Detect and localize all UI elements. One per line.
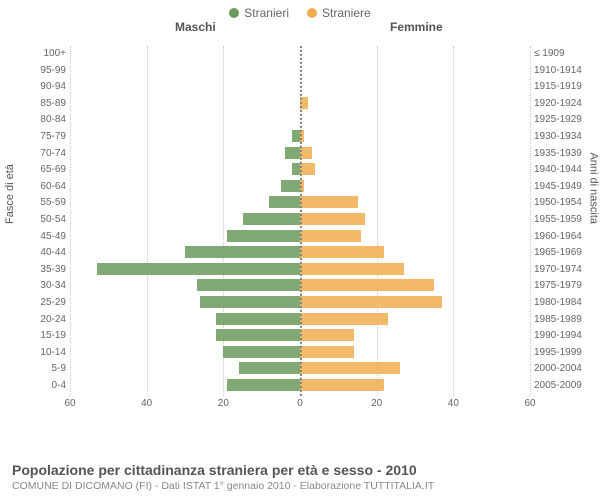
x-axis-labels: 6040200204060 [70, 398, 530, 414]
y-axis-right-labels: ≤ 1909 1910-1914 1915-1919 1920-1924 1925-19… [534, 46, 596, 396]
y-axis-left-labels: 100+ 95-99 90-94 85-89 80-84 75-79 70-74 65-69 6… [0, 46, 66, 396]
x-tick-label: 60 [524, 398, 535, 409]
age-label: 55-59 [0, 197, 66, 209]
chart-container: Stranieri Straniere Maschi Femmine Fasce… [0, 0, 600, 500]
birth-year-label: 1990-1994 [534, 330, 596, 342]
age-label: 70-74 [0, 148, 66, 160]
birth-year-label: 1925-1929 [534, 114, 596, 126]
birth-year-label: 1950-1954 [534, 197, 596, 209]
age-label: 35-39 [0, 264, 66, 276]
age-label: 45-49 [0, 231, 66, 243]
age-label: 75-79 [0, 131, 66, 143]
birth-year-label: 1970-1974 [534, 264, 596, 276]
age-label: 60-64 [0, 181, 66, 193]
age-label: 0-4 [0, 380, 66, 392]
bar-female [300, 263, 404, 275]
birth-year-label: 1985-1989 [534, 314, 596, 326]
legend: Stranieri Straniere [0, 0, 600, 20]
birth-year-label: 1960-1964 [534, 231, 596, 243]
age-label: 30-34 [0, 280, 66, 292]
bar-female [300, 296, 442, 308]
birth-year-label: 1995-1999 [534, 347, 596, 359]
age-label: 50-54 [0, 214, 66, 226]
plot-area [70, 46, 530, 396]
chart-footer: Popolazione per cittadinanza straniera p… [12, 462, 588, 492]
bar-female [300, 196, 358, 208]
bar-female [300, 329, 354, 341]
bar-male [227, 230, 300, 242]
bar-male [285, 147, 300, 159]
legend-item-female: Straniere [307, 6, 371, 20]
legend-swatch-female [307, 8, 317, 18]
birth-year-label: 2000-2004 [534, 363, 596, 375]
bar-female [300, 246, 384, 258]
age-label: 25-29 [0, 297, 66, 309]
bar-male [216, 329, 300, 341]
birth-year-label: 1965-1969 [534, 247, 596, 259]
chart-area: Fasce di età Anni di nascita 100+95-9990… [0, 38, 600, 438]
bar-female [300, 362, 400, 374]
bar-male [216, 313, 300, 325]
bar-male [223, 346, 300, 358]
bar-female [300, 313, 388, 325]
x-tick-label: 20 [371, 398, 382, 409]
age-label: 90-94 [0, 81, 66, 93]
age-label: 95-99 [0, 65, 66, 77]
age-label: 80-84 [0, 114, 66, 126]
birth-year-label: 1945-1949 [534, 181, 596, 193]
birth-year-label: 2005-2009 [534, 380, 596, 392]
bar-male [227, 379, 300, 391]
x-tick-label: 40 [448, 398, 459, 409]
bar-female [300, 230, 361, 242]
age-label: 20-24 [0, 314, 66, 326]
bar-male [97, 263, 300, 275]
age-label: 15-19 [0, 330, 66, 342]
bar-female [300, 346, 354, 358]
age-label: 40-44 [0, 247, 66, 259]
x-tick-label: 40 [141, 398, 152, 409]
birth-year-label: 1955-1959 [534, 214, 596, 226]
birth-year-label: ≤ 1909 [534, 48, 596, 60]
age-label: 5-9 [0, 363, 66, 375]
age-label: 10-14 [0, 347, 66, 359]
x-tick-label: 60 [64, 398, 75, 409]
bar-female [300, 163, 315, 175]
column-header-male: Maschi [175, 20, 216, 34]
age-label: 65-69 [0, 164, 66, 176]
legend-label-female: Straniere [322, 6, 371, 20]
birth-year-label: 1930-1934 [534, 131, 596, 143]
bar-male [197, 279, 301, 291]
bar-male [200, 296, 300, 308]
bar-male [269, 196, 300, 208]
bar-female [300, 279, 434, 291]
birth-year-label: 1910-1914 [534, 65, 596, 77]
gridline [530, 46, 531, 396]
column-headers: Maschi Femmine [0, 20, 600, 38]
birth-year-label: 1940-1944 [534, 164, 596, 176]
chart-subtitle: COMUNE DI DICOMANO (FI) - Dati ISTAT 1° … [12, 480, 588, 492]
bar-male [292, 163, 300, 175]
x-tick-label: 20 [218, 398, 229, 409]
bar-female [300, 213, 365, 225]
birth-year-label: 1980-1984 [534, 297, 596, 309]
birth-year-label: 1935-1939 [534, 148, 596, 160]
birth-year-label: 1915-1919 [534, 81, 596, 93]
bar-male [185, 246, 300, 258]
bar-male [292, 130, 300, 142]
bar-male [281, 180, 300, 192]
bar-male [239, 362, 300, 374]
legend-item-male: Stranieri [229, 6, 289, 20]
legend-swatch-male [229, 8, 239, 18]
center-axis-line [300, 46, 302, 396]
legend-label-male: Stranieri [244, 6, 289, 20]
birth-year-label: 1920-1924 [534, 98, 596, 110]
age-label: 85-89 [0, 98, 66, 110]
age-label: 100+ [0, 48, 66, 60]
chart-title: Popolazione per cittadinanza straniera p… [12, 462, 588, 478]
x-tick-label: 0 [297, 398, 303, 409]
birth-year-label: 1975-1979 [534, 280, 596, 292]
column-header-female: Femmine [390, 20, 443, 34]
bar-female [300, 379, 384, 391]
bar-male [243, 213, 301, 225]
